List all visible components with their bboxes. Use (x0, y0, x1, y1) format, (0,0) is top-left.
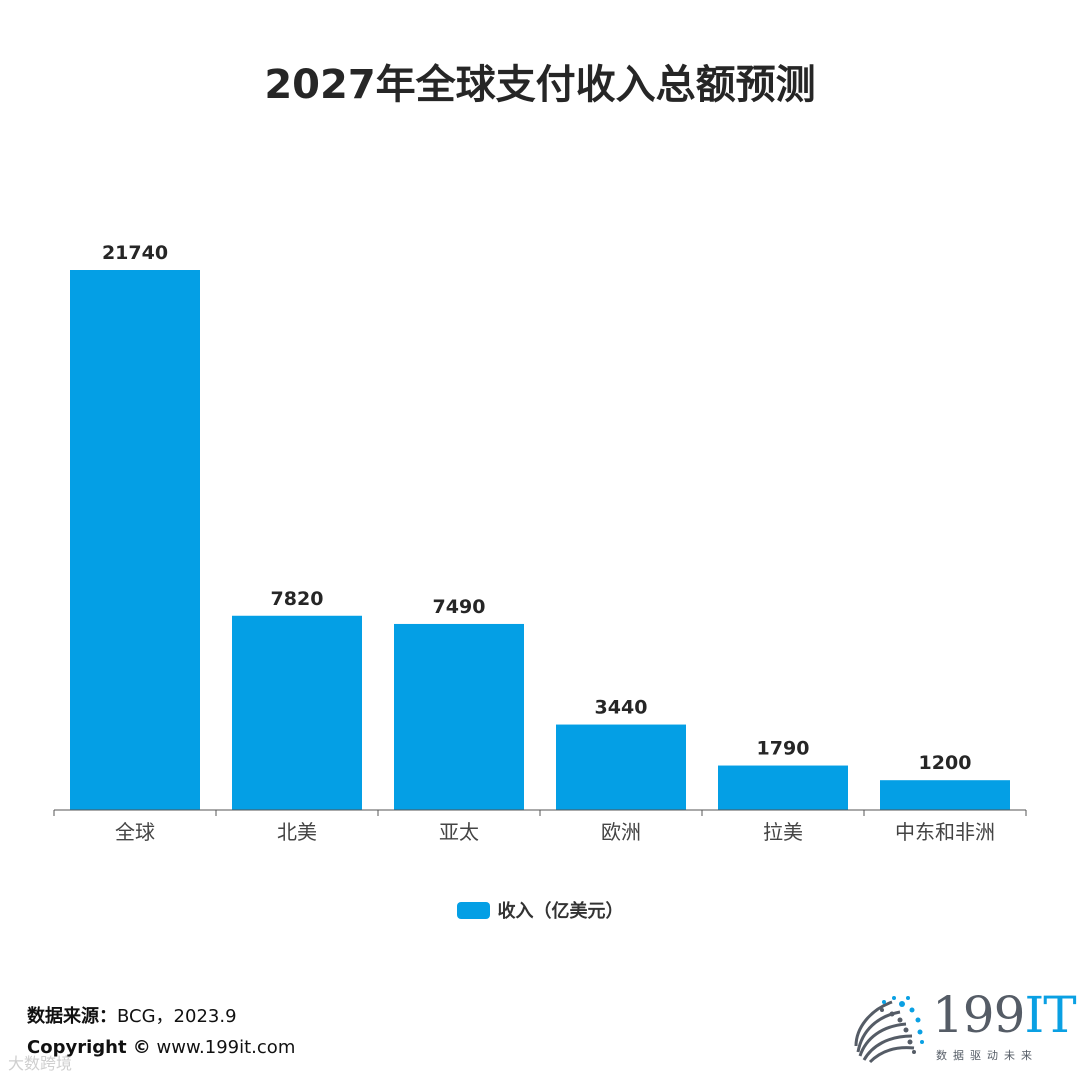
bar-2 (394, 623, 524, 810)
copyright-url[interactable]: www.199it.com (150, 1037, 296, 1058)
logo-accent: IT (1024, 986, 1076, 1044)
category-label-0: 全球 (115, 820, 155, 844)
category-label-2: 亚太 (439, 820, 479, 844)
bar-3 (556, 724, 686, 810)
legend-swatch (456, 901, 490, 919)
dot-cluster-logo-icon (854, 996, 924, 1064)
category-label-1: 北美 (277, 820, 317, 844)
bars-layer (70, 270, 1010, 810)
x-axis: 全球 北美 亚太 欧洲 拉美 中东和非洲 (53, 809, 1027, 844)
copyright-key: Copyright © (27, 1037, 151, 1058)
data-label-4: 1790 (757, 738, 810, 760)
data-label-3: 3440 (595, 697, 648, 719)
data-label-1: 7820 (271, 588, 324, 610)
legend-label: 收入（亿美元） (497, 901, 624, 922)
logo-number: 199 (932, 986, 1025, 1044)
logo-wordmark: 199IT (932, 986, 1077, 1044)
category-label-5: 中东和非洲 (895, 820, 995, 844)
watermark: 大数跨境 (8, 1054, 73, 1073)
bar-5 (880, 780, 1010, 810)
source-value: BCG，2023.9 (117, 1006, 237, 1027)
category-label-3: 欧洲 (601, 820, 641, 844)
value-labels-layer: 21740 7820 7490 3440 1790 1200 (102, 242, 972, 774)
logo-tagline: 数据驱动未来 (936, 1049, 1038, 1062)
data-label-0: 21740 (102, 242, 168, 264)
bar-1 (232, 615, 362, 810)
legend: 收入（亿美元） (0, 897, 1080, 923)
source-key: 数据来源： (27, 1006, 117, 1027)
chart-title: 2027年全球支付收入总额预测 (264, 62, 816, 108)
copyright: Copyright © www.199it.com (27, 1037, 295, 1058)
category-label-4: 拉美 (763, 820, 803, 844)
bar-0 (70, 270, 200, 810)
data-source: 数据来源：BCG，2023.9 (27, 1002, 237, 1028)
bar-4 (718, 765, 848, 810)
data-label-2: 7490 (433, 596, 486, 618)
data-label-5: 1200 (919, 752, 972, 774)
logo: 199IT 数据驱动未来 (848, 986, 1077, 1070)
